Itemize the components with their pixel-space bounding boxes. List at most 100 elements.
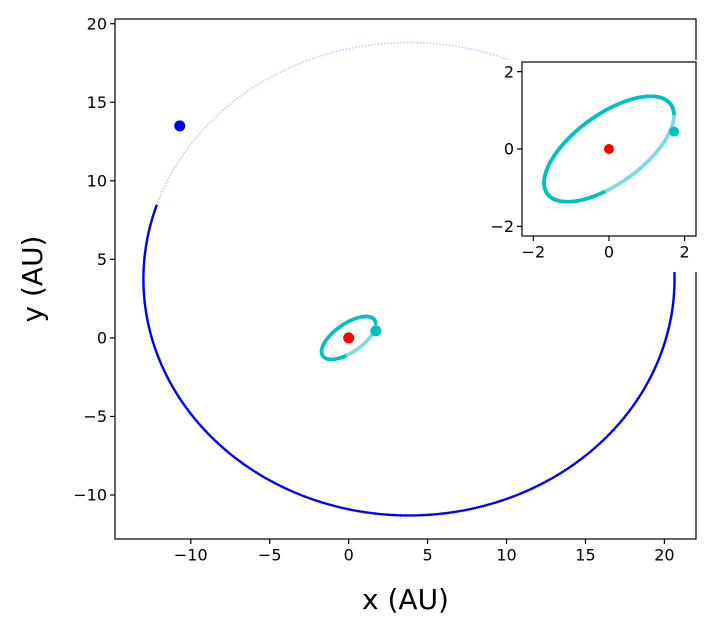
outer-orbit-faded-point — [364, 44, 367, 47]
outer-orbit-faded-point — [259, 81, 262, 84]
outer-orbit-faded-point — [345, 48, 348, 51]
outer-orbit-point — [331, 504, 335, 507]
inset-x-ticks: −2 0 2 — [522, 236, 690, 262]
outer-orbit-point — [445, 511, 448, 515]
outer-body-marker — [174, 120, 186, 132]
outer-orbit-point — [485, 503, 489, 507]
outer-orbit-point — [491, 501, 495, 505]
outer-orbit-faded-point — [208, 121, 211, 124]
outer-orbit-faded-point — [442, 43, 445, 46]
outer-orbit-faded-point — [170, 171, 173, 174]
outer-orbit-faded-point — [175, 164, 178, 166]
outer-orbit-faded-point — [351, 47, 354, 49]
outer-orbit-point — [142, 290, 146, 294]
outer-orbit-faded-point — [432, 42, 435, 45]
outer-orbit-point — [432, 513, 436, 516]
outer-orbit-point — [443, 512, 446, 515]
outer-orbit-point — [479, 505, 483, 508]
outer-orbit-point — [362, 510, 365, 514]
outer-orbit-point — [673, 277, 676, 281]
outer-orbit-point — [467, 508, 471, 511]
outer-orbit-point — [672, 292, 676, 296]
outer-orbit-faded-point — [474, 49, 476, 51]
outer-orbit-point — [142, 283, 145, 286]
outer-orbit-point — [370, 511, 373, 515]
inset-x-tick-label: −2 — [522, 243, 546, 262]
outer-orbit-point — [457, 509, 461, 513]
outer-orbit-point — [499, 499, 503, 503]
outer-orbit-faded-point — [299, 62, 302, 65]
outer-orbit-faded-point — [419, 41, 422, 44]
outer-orbit-point — [335, 505, 339, 508]
outer-orbit-point — [409, 514, 413, 517]
outer-orbit-faded-point — [305, 59, 308, 62]
outer-orbit-faded-point — [166, 179, 169, 182]
outer-orbit-faded-point — [165, 182, 168, 185]
outer-orbit-faded-point — [196, 135, 199, 137]
outer-orbit-point — [376, 512, 380, 516]
outer-orbit-point — [672, 290, 676, 294]
outer-orbit-faded-point — [222, 109, 225, 111]
outer-orbit-faded-point — [213, 117, 216, 120]
outer-orbit-faded-point — [429, 42, 432, 45]
outer-orbit-faded-point — [169, 174, 172, 177]
outer-orbit-point — [459, 509, 463, 513]
outer-orbit-faded-point — [160, 192, 163, 195]
outer-orbit-faded-point — [380, 42, 383, 45]
outer-orbit-faded-point — [489, 53, 492, 55]
outer-orbit-point — [469, 507, 473, 511]
outer-orbit-point — [455, 510, 458, 513]
outer-orbit-faded-point — [336, 50, 339, 53]
outer-orbit-faded-point — [241, 93, 244, 96]
main-y-ticks: −10 −5 0 5 10 15 20 — [73, 14, 115, 505]
outer-orbit-faded-point — [202, 128, 205, 131]
outer-orbit-point — [345, 507, 349, 511]
outer-orbit-faded-point — [439, 43, 441, 46]
outer-orbit-faded-point — [495, 54, 498, 57]
outer-orbit-faded-point — [268, 77, 270, 79]
inset-y-tick-label: 0 — [504, 140, 514, 159]
outer-orbit-point — [142, 286, 145, 290]
inner-body-marker — [669, 126, 680, 137]
outer-orbit-point — [364, 510, 367, 514]
outer-orbit-faded-point — [377, 43, 380, 46]
outer-orbit-point — [473, 506, 477, 510]
main-y-tick-label: 0 — [97, 329, 107, 348]
outer-orbit-faded-point — [159, 195, 161, 198]
outer-orbit-faded-point — [198, 132, 201, 135]
outer-orbit-point — [341, 506, 345, 510]
outer-orbit-faded-point — [426, 42, 428, 45]
outer-orbit-point — [447, 511, 450, 515]
outer-orbit-faded-point — [262, 80, 265, 83]
inset-axes: −2 0 2 −2 0 2 — [467, 60, 698, 272]
outer-orbit-point — [359, 510, 363, 513]
outer-orbit-point — [461, 509, 465, 512]
outer-orbit-point — [463, 508, 467, 512]
outer-orbit-point — [673, 273, 676, 277]
main-x-tick-label: 5 — [423, 546, 433, 565]
outer-orbit-point — [438, 512, 442, 516]
outer-orbit-faded-point — [183, 151, 186, 154]
outer-orbit-faded-point — [311, 57, 314, 60]
outer-orbit-point — [366, 511, 369, 514]
main-x-tick-label: 0 — [344, 546, 354, 565]
inner-body-marker — [370, 325, 382, 337]
outer-orbit-faded-point — [403, 41, 406, 44]
outer-orbit-point — [673, 286, 676, 290]
outer-orbit-faded-point — [296, 63, 299, 66]
inner-orbit-point — [669, 103, 673, 107]
outer-orbit-point — [142, 273, 145, 277]
outer-orbit-faded-point — [406, 41, 409, 44]
inset-x-tick-label: 0 — [604, 243, 614, 262]
outer-orbit-point — [343, 507, 347, 510]
outer-orbit-faded-point — [156, 201, 159, 203]
outer-orbit-faded-point — [498, 55, 501, 58]
outer-orbit-faded-point — [246, 90, 249, 93]
inner-orbit-point — [372, 318, 377, 322]
outer-orbit-point — [339, 506, 343, 509]
outer-orbit-faded-point — [435, 42, 438, 45]
outer-orbit-faded-point — [451, 44, 454, 47]
outer-orbit-faded-point — [339, 49, 342, 52]
outer-orbit-faded-point — [173, 166, 176, 169]
